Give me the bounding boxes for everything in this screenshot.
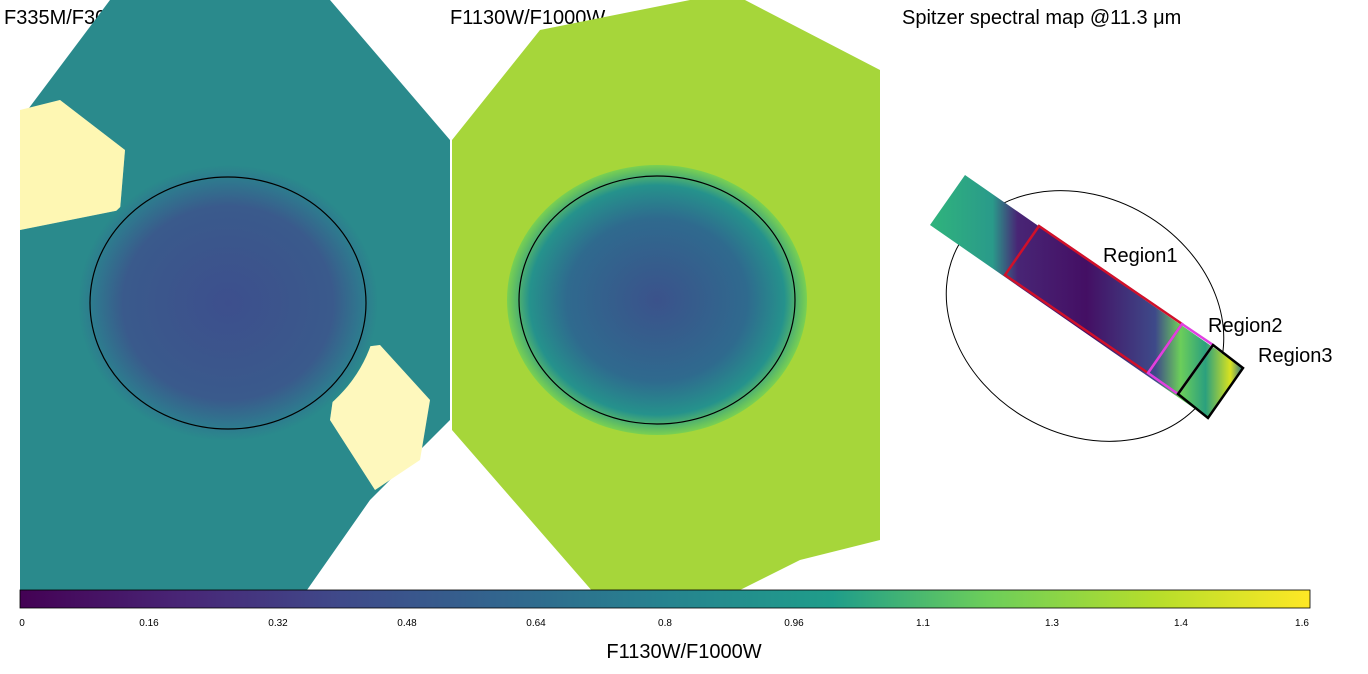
panel-2-image	[452, 0, 880, 600]
colorbar-tick: 1.3	[1045, 618, 1059, 629]
colorbar-tick: 0.8	[658, 618, 672, 629]
colorbar-tick: 1.1	[916, 618, 930, 629]
region2-label: Region2	[1208, 315, 1283, 337]
region3-box[interactable]	[1176, 343, 1245, 420]
colorbar-tick: 0.16	[139, 618, 159, 629]
colorbar-tick: 0.48	[397, 618, 417, 629]
panel-3-title: Spitzer spectral map @11.3 μm	[902, 7, 1182, 29]
colorbar	[19, 589, 1311, 609]
colorbar-tick: 0.64	[526, 618, 546, 629]
panel-3-image: Region1 Region2 Region3	[930, 175, 1333, 442]
colorbar-tick: 0	[19, 618, 25, 629]
panel-1-image	[20, 0, 450, 600]
colorbar-tick: 1.6	[1295, 618, 1309, 629]
colorbar-tick: 0.32	[268, 618, 288, 629]
colorbar-label: F1130W/F1000W	[606, 641, 762, 663]
region3-label: Region3	[1258, 345, 1333, 367]
region1-label: Region1	[1103, 245, 1178, 267]
spectral-strip	[930, 175, 1243, 418]
colorbar-tick: 1.4	[1174, 618, 1188, 629]
colorbar-tick: 0.96	[784, 618, 804, 629]
panel-2-title: F1130W/F1000W	[450, 7, 606, 29]
